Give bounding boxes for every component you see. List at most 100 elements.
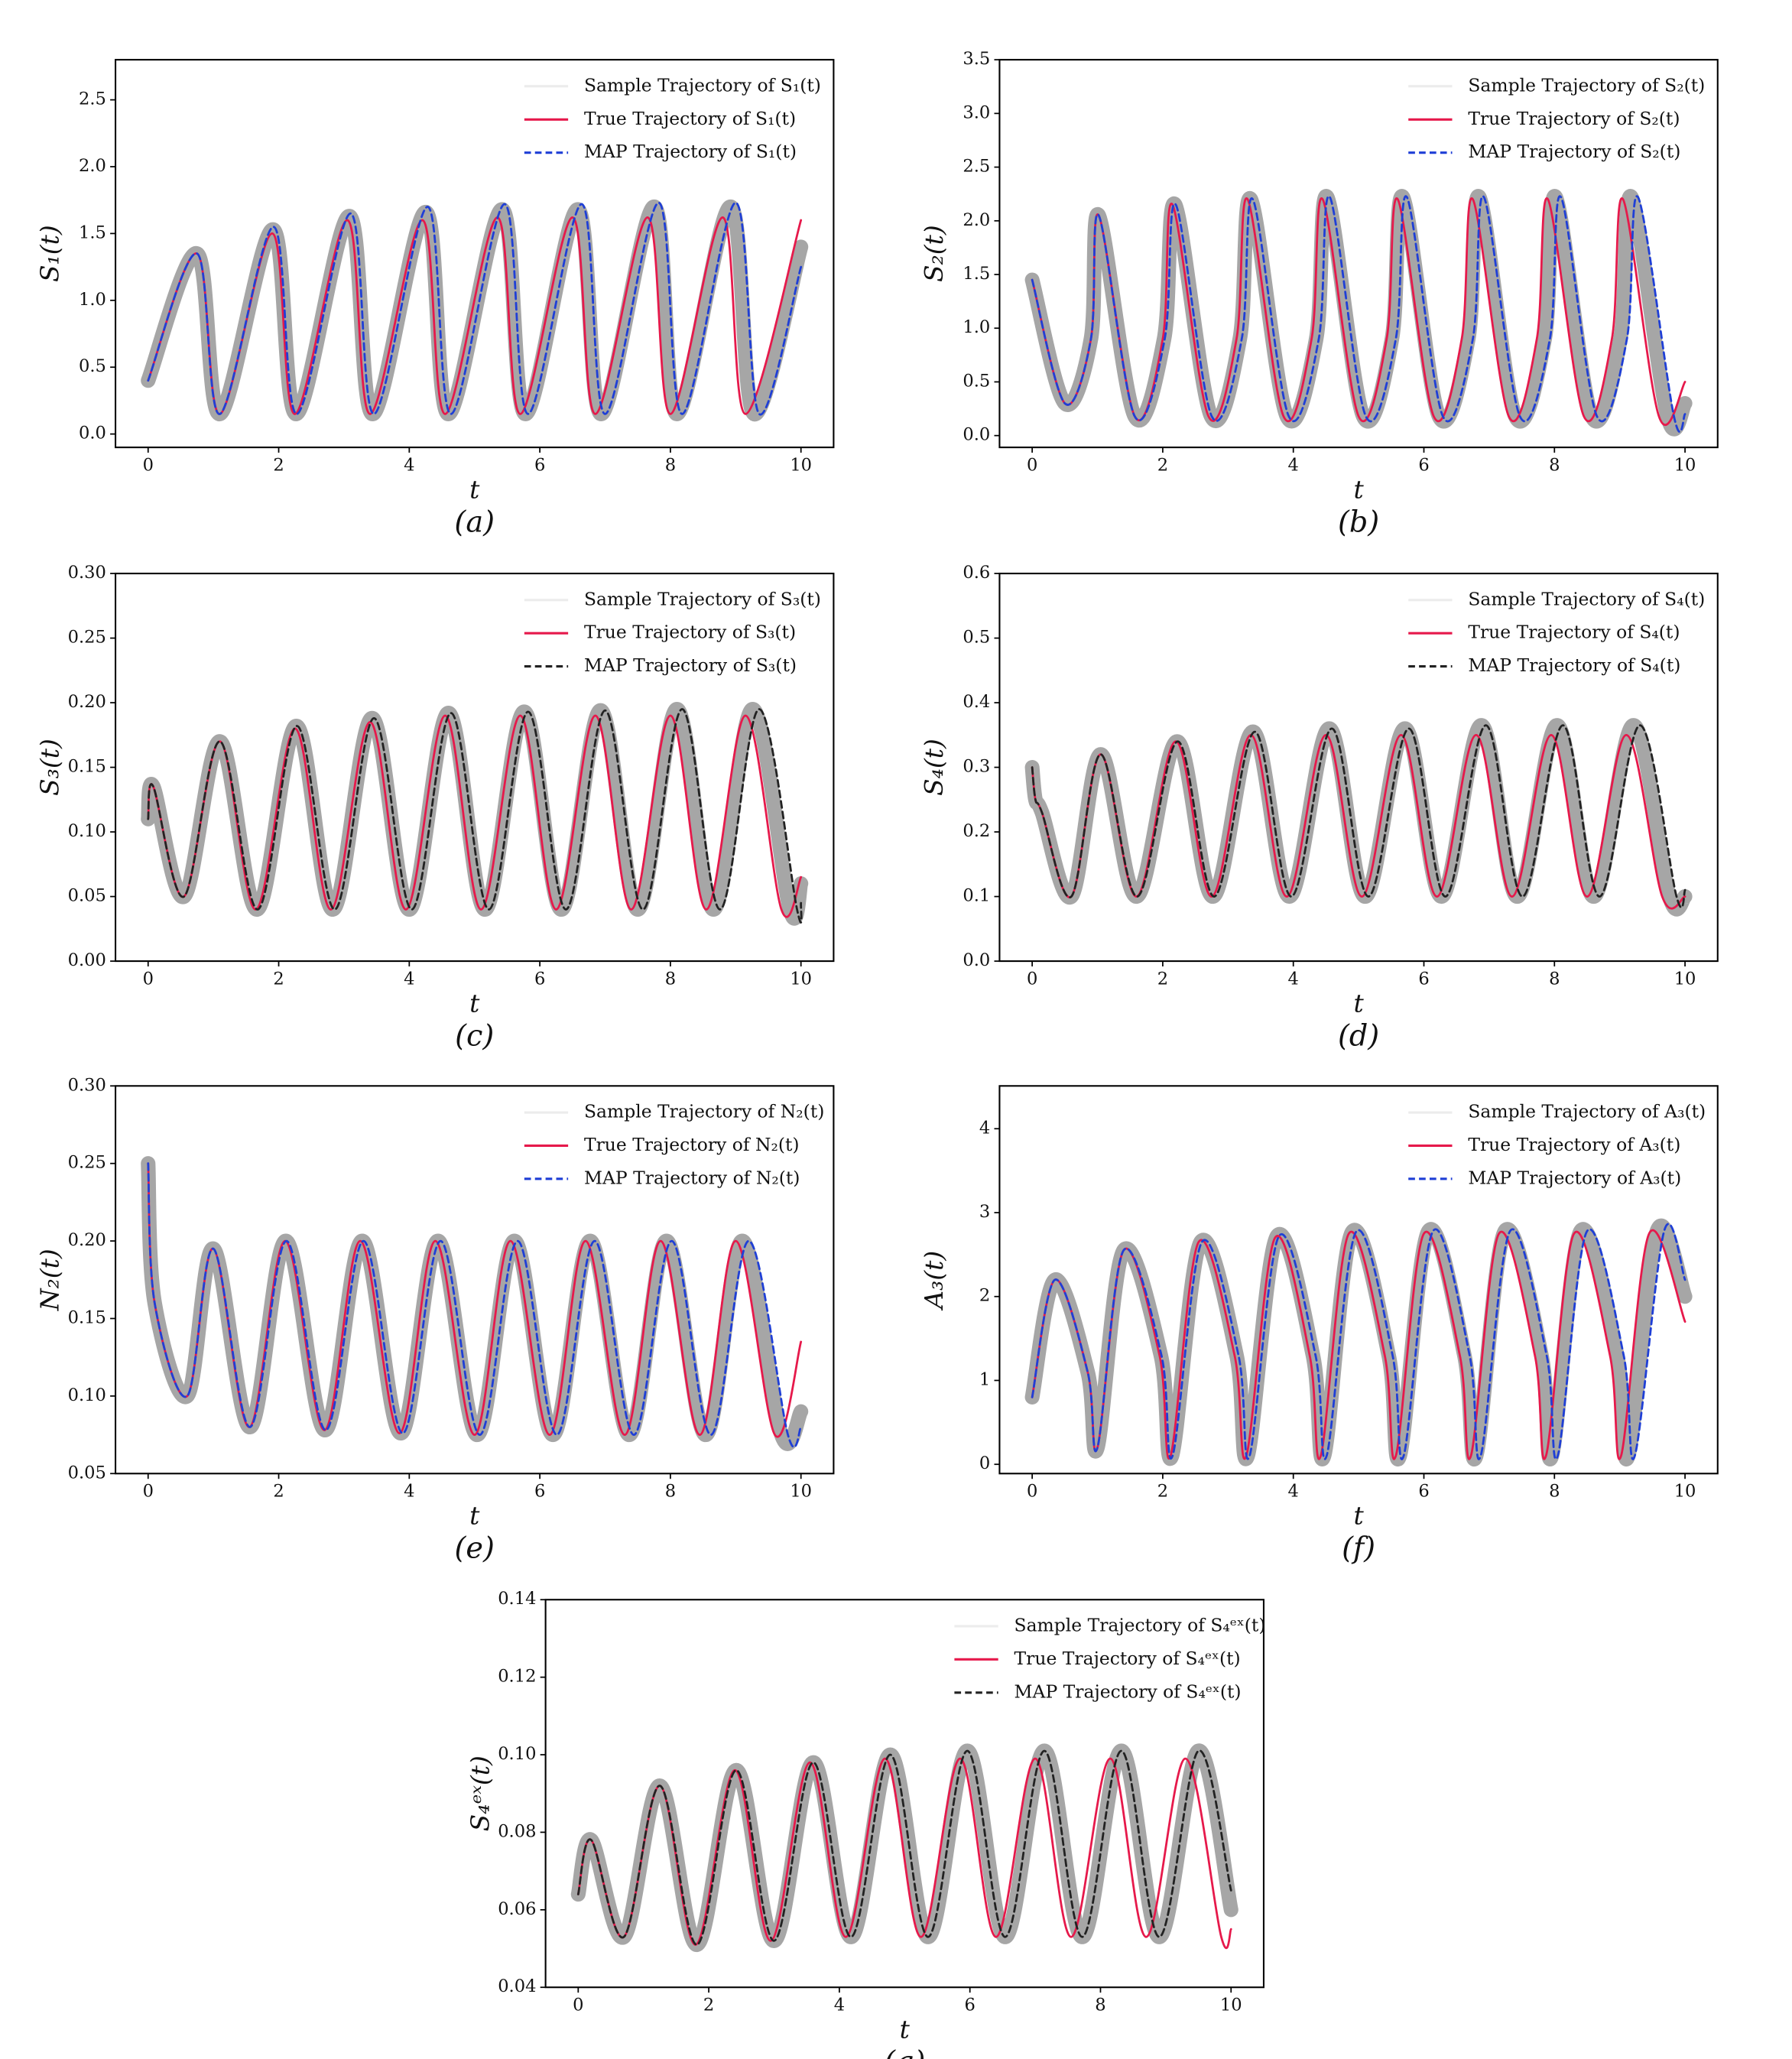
y-tick-label: 0.05 <box>68 886 106 906</box>
y-tick-label: 1.0 <box>963 317 990 337</box>
y-tick-label: 0.5 <box>963 371 990 391</box>
legend-label: True Trajectory of A₃(t) <box>1468 1134 1680 1155</box>
x-tick-label: 4 <box>404 969 414 989</box>
x-tick-label: 4 <box>404 455 414 475</box>
plot-area <box>141 1156 809 1451</box>
x-tick-label: 0 <box>573 1996 583 2015</box>
y-tick-label: 0.0 <box>963 950 990 970</box>
y-tick-label: 0.10 <box>68 821 106 841</box>
y-tick-label: 0.4 <box>963 692 990 712</box>
y-tick-label: 0.10 <box>498 1744 536 1764</box>
x-tick-label: 0 <box>1027 1482 1037 1502</box>
y-tick-label: 3.5 <box>963 49 990 69</box>
caption: (g) <box>884 2045 925 2059</box>
sample-band <box>1024 189 1693 437</box>
trajectory-line <box>1031 724 1686 909</box>
legend-label: True Trajectory of N₂(t) <box>584 1134 800 1155</box>
y-tick-label: 1 <box>979 1369 990 1389</box>
plot-area <box>570 1743 1238 1953</box>
x-tick-label: 10 <box>1674 455 1696 475</box>
y-axis-label: A₃(t) <box>919 1251 949 1311</box>
x-axis-label: t <box>469 474 480 504</box>
y-axis-label: S₄ᵉˣ(t) <box>465 1755 495 1831</box>
x-tick-label: 6 <box>534 1482 545 1502</box>
x-tick-label: 10 <box>790 969 812 989</box>
y-tick-label: 0.10 <box>68 1385 106 1405</box>
x-axis-label: t <box>469 988 480 1018</box>
y-tick-label: 3.0 <box>963 102 990 122</box>
subplot: 0 2 4 6 8 10 0 1 2 3 4 Sample Trajectory of A₃(t) Tr… <box>919 1085 1719 1565</box>
subplot: 0 2 4 6 8 10 0.05 0.10 0.15 0.20 0.25 0.30 Sample Tr… <box>35 1075 835 1565</box>
subplot: 0 2 4 6 8 10 0.00 0.05 0.10 0.15 0.20 0.25 0.30 Sampl… <box>35 563 835 1053</box>
legend-label: MAP Trajectory of S₄ᵉˣ(t) <box>1014 1681 1242 1702</box>
y-tick-label: 3 <box>979 1202 990 1222</box>
y-tick-label: 0.30 <box>68 563 106 583</box>
sample-band <box>1024 1218 1693 1466</box>
x-tick-label: 2 <box>273 969 284 989</box>
y-tick-label: 0.04 <box>498 1976 536 1996</box>
axes-frame <box>998 59 1719 449</box>
y-tick-label: 1.5 <box>963 264 990 284</box>
caption: (a) <box>454 505 495 539</box>
y-tick-label: 0.0 <box>963 425 990 445</box>
x-tick-label: 2 <box>1157 455 1168 475</box>
y-tick-label: 0.20 <box>68 1230 106 1250</box>
trajectory-line <box>576 1757 1232 1950</box>
x-tick-label: 0 <box>1027 969 1037 989</box>
x-tick-label: 8 <box>665 969 676 989</box>
legend-label: MAP Trajectory of N₂(t) <box>584 1167 800 1188</box>
y-axis-label: S₃(t) <box>35 739 65 796</box>
axes-frame <box>115 59 835 449</box>
subplot: 0 2 4 6 8 10 0.04 0.06 0.08 0.10 0.12 0.14 Sample Tr… <box>465 1589 1265 2059</box>
y-axis-label: S₄(t) <box>919 739 949 796</box>
y-tick-label: 0.30 <box>68 1075 106 1095</box>
trajectory-line <box>147 708 803 924</box>
plot-area <box>141 701 809 926</box>
x-tick-label: 0 <box>143 969 154 989</box>
subplot: 0 2 4 6 8 10 0.0 0.5 1.0 1.5 2.0 2.5 Sample Trajecto… <box>35 59 835 539</box>
y-tick-label: 0.25 <box>68 1153 106 1173</box>
y-tick-label: 0.15 <box>68 1307 106 1327</box>
y-tick-label: 0.5 <box>963 628 990 648</box>
caption: (d) <box>1338 1019 1379 1053</box>
x-tick-label: 2 <box>1157 969 1168 989</box>
x-tick-label: 6 <box>965 1996 976 2015</box>
plot-area <box>141 199 809 422</box>
x-tick-label: 8 <box>665 1482 676 1502</box>
y-tick-label: 0.12 <box>498 1667 536 1687</box>
legend-label: MAP Trajectory of S₃(t) <box>584 654 797 676</box>
x-tick-label: 4 <box>404 1482 414 1502</box>
y-tick-label: 4 <box>979 1118 990 1138</box>
axes-frame <box>998 573 1719 963</box>
trajectory-line <box>1031 1229 1686 1460</box>
x-tick-label: 4 <box>834 1996 845 2015</box>
legend-label: True Trajectory of S₄ᵉˣ(t) <box>1014 1648 1241 1669</box>
y-axis-label: N₂(t) <box>35 1249 65 1311</box>
subplot: 0 2 4 6 8 10 0.0 0.1 0.2 0.3 0.4 0.5 0.6 Sample Traje… <box>919 563 1719 1053</box>
trajectory-line <box>147 1162 803 1438</box>
caption: (b) <box>1338 505 1379 539</box>
legend-label: True Trajectory of S₃(t) <box>584 622 796 643</box>
trajectory-line <box>147 201 803 416</box>
trajectory-line <box>147 1162 803 1448</box>
legend-label: True Trajectory of S₄(t) <box>1468 622 1680 643</box>
x-tick-label: 2 <box>273 1482 284 1502</box>
y-tick-label: 0.1 <box>963 886 990 906</box>
legend-label: True Trajectory of S₁(t) <box>584 108 796 129</box>
legend-label: Sample Trajectory of S₁(t) <box>584 74 821 96</box>
y-tick-label: 2.0 <box>79 156 106 176</box>
x-tick-label: 0 <box>1027 455 1037 475</box>
y-tick-label: 1.5 <box>79 222 106 242</box>
y-tick-label: 0.20 <box>68 692 106 712</box>
x-axis-label: t <box>1353 474 1364 504</box>
x-axis-label: t <box>900 2015 911 2044</box>
y-axis-label: S₁(t) <box>35 225 65 282</box>
y-tick-label: 0.05 <box>68 1463 106 1483</box>
x-tick-label: 10 <box>790 1482 812 1502</box>
axes-frame <box>998 1085 1719 1475</box>
y-tick-label: 2.5 <box>963 157 990 177</box>
y-tick-label: 2.5 <box>79 89 106 109</box>
x-tick-label: 8 <box>1549 969 1560 989</box>
plot-area <box>1024 189 1693 437</box>
